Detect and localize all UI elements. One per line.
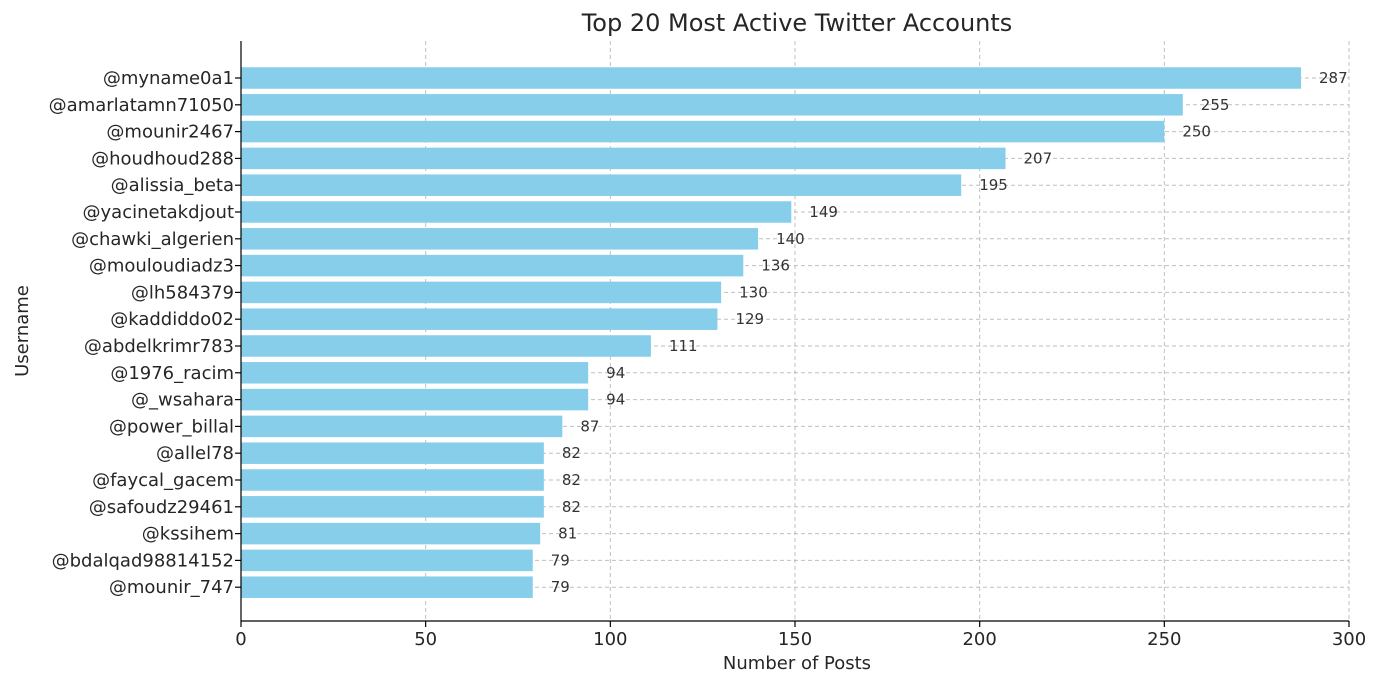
bar-value-label: 130 [739, 283, 768, 301]
bar [241, 442, 544, 464]
x-axis-label: Number of Posts [723, 653, 871, 674]
bar-value-label: 136 [761, 257, 790, 275]
y-tick-label: @alissia_beta [111, 175, 234, 196]
bar [241, 576, 533, 598]
y-ticks: @myname0a1 @amarlatamn71050 @mounir2467 @ho… [49, 68, 241, 598]
y-tick-label: @kssihem [142, 524, 234, 545]
y-tick-label: @chawki_algerien [71, 229, 234, 250]
y-tick-label: @bdalqad98814152 [52, 550, 234, 571]
bar-value-label: 149 [809, 203, 838, 221]
y-tick-label: @mounir_747 [109, 577, 234, 598]
chart-title: Top 20 Most Active Twitter Accounts [581, 9, 1013, 37]
x-tick-label: 200 [962, 629, 996, 650]
bar-value-label: 207 [1024, 149, 1053, 167]
bar-value-label: 79 [551, 578, 570, 596]
y-tick-label: @safoudz29461 [89, 497, 234, 518]
bar [241, 94, 1183, 116]
bar [241, 254, 744, 277]
y-tick-label: @abdelkrimr783 [84, 336, 234, 357]
bar [241, 201, 792, 223]
bar [241, 147, 1006, 170]
bar [241, 496, 544, 518]
y-tick-label: @_wsahara [131, 390, 234, 411]
y-tick-label: @myname0a1 [103, 68, 234, 89]
bar-value-label: 94 [606, 391, 625, 409]
y-tick-label: @amarlatamn71050 [49, 95, 234, 116]
y-tick-label: @mounir2467 [106, 122, 234, 143]
bar [241, 67, 1301, 89]
x-ticks: 0 50 100 150 200 250 300 [235, 621, 1366, 650]
y-tick-label: @faycal_gacem [92, 470, 234, 491]
bar [241, 281, 722, 304]
bar-value-label: 79 [551, 551, 570, 569]
bar-value-label: 140 [776, 230, 805, 248]
x-tick-label: 50 [414, 629, 437, 650]
bar [241, 120, 1165, 143]
y-tick-label: @houdhoud288 [91, 148, 234, 169]
bar-value-label: 129 [735, 310, 764, 328]
bar-value-label: 111 [669, 337, 698, 355]
bar [241, 335, 651, 357]
y-tick-label: @1976_racim [110, 363, 234, 384]
bar-value-label: 195 [979, 176, 1008, 194]
y-axis-label: Username [12, 285, 33, 377]
y-tick-label: @lh584379 [131, 282, 234, 303]
bar-value-label: 250 [1182, 123, 1211, 141]
y-tick-label: @mouloudiadz3 [89, 256, 234, 277]
y-tick-label: @yacinetakdjout [83, 202, 234, 223]
bar [241, 362, 589, 384]
y-tick-label: @allel78 [156, 443, 234, 464]
bar [241, 415, 563, 438]
bar [241, 469, 544, 491]
bar [241, 174, 962, 196]
bar [241, 549, 533, 572]
y-tick-label: @power_billal [109, 416, 234, 437]
bar [241, 308, 718, 330]
bar [241, 228, 759, 250]
y-tick-label: @kaddiddo02 [110, 309, 234, 330]
x-tick-label: 150 [778, 629, 812, 650]
bar [241, 388, 589, 411]
bar-value-label: 87 [580, 417, 599, 435]
bar-value-label: 81 [558, 525, 577, 543]
x-tick-label: 250 [1147, 629, 1181, 650]
bar-value-label: 82 [562, 444, 581, 462]
bar-value-label: 255 [1201, 96, 1230, 114]
bar-value-label: 82 [562, 471, 581, 489]
x-tick-label: 300 [1332, 629, 1366, 650]
x-tick-label: 0 [235, 629, 246, 650]
bar-value-label: 287 [1319, 69, 1348, 87]
bar-value-label: 94 [606, 364, 625, 382]
x-tick-label: 100 [593, 629, 627, 650]
bar [241, 522, 541, 545]
bar-value-label: 82 [562, 498, 581, 516]
